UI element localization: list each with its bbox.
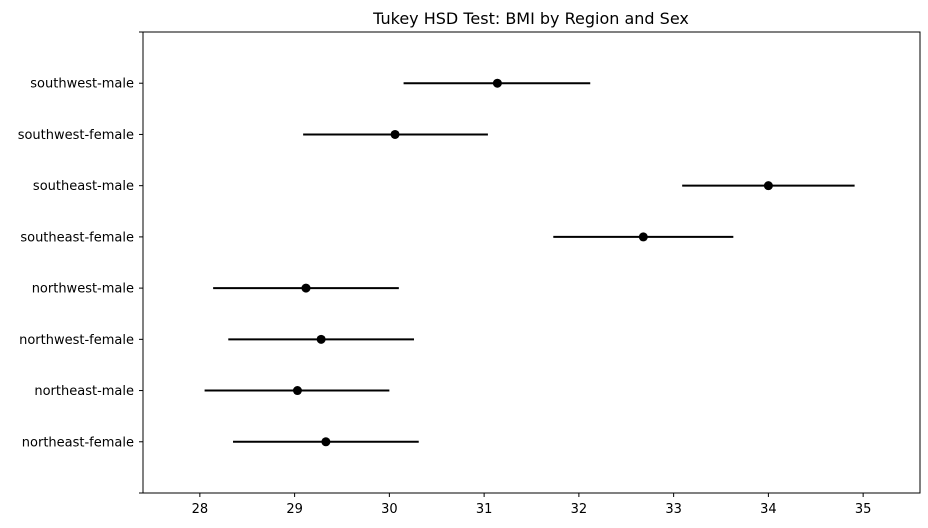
y-tick-label: southeast-female xyxy=(20,230,134,245)
x-tick-label: 28 xyxy=(192,502,209,517)
mean-point xyxy=(316,334,326,344)
y-tick-label: northeast-female xyxy=(22,435,134,450)
x-tick-label: 29 xyxy=(286,502,303,517)
x-tick-label: 33 xyxy=(665,502,682,517)
x-axis: 28 29 30 31 32 33 34 35 xyxy=(192,493,872,517)
data-marks xyxy=(204,78,855,447)
y-tick-label: southwest-male xyxy=(30,77,134,92)
mean-point xyxy=(321,437,331,447)
y-tick-label: northwest-female xyxy=(19,333,134,348)
plot-frame xyxy=(142,31,921,494)
mean-point xyxy=(763,181,773,191)
y-tick-label: northwest-male xyxy=(32,282,134,297)
mean-point xyxy=(492,78,502,88)
y-tick-label: southwest-female xyxy=(18,128,134,143)
x-tick-label: 32 xyxy=(571,502,588,517)
mean-point xyxy=(638,232,648,242)
chart-title: Tukey HSD Test: BMI by Region and Sex xyxy=(372,9,689,28)
x-tick-label: 30 xyxy=(381,502,398,517)
mean-point xyxy=(390,129,400,139)
x-tick-label: 35 xyxy=(855,502,872,517)
mean-point xyxy=(301,283,311,293)
y-tick-label: northeast-male xyxy=(34,384,134,399)
x-tick-label: 31 xyxy=(476,502,493,517)
y-axis: northeast-female northeast-male northwest-… xyxy=(18,31,143,494)
mean-point xyxy=(292,386,302,396)
y-tick-label: southeast-male xyxy=(33,179,134,194)
x-tick-label: 34 xyxy=(760,502,777,517)
